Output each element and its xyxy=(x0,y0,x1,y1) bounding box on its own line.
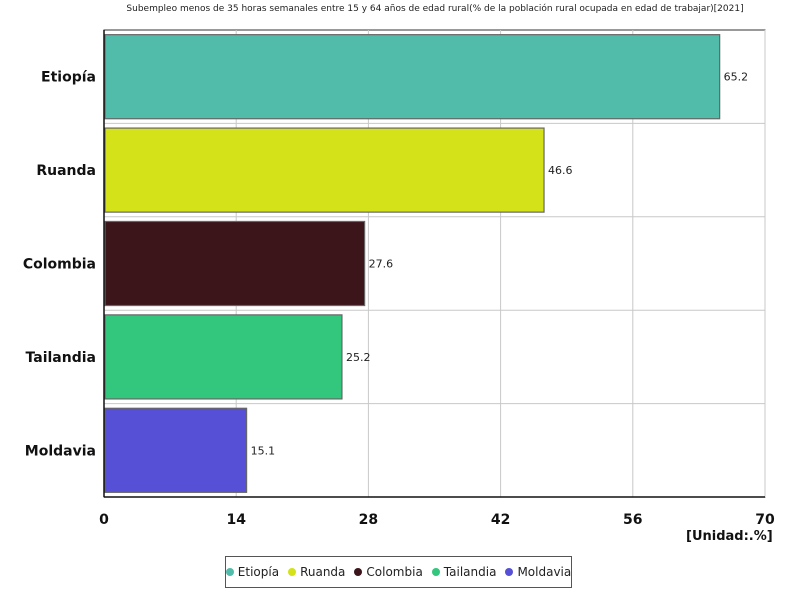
chart-title: Subempleo menos de 35 horas semanales en… xyxy=(126,4,744,14)
legend-marker xyxy=(225,568,234,576)
data-labels: 65.2 46.6 27.6 25.2 15.1 xyxy=(251,71,749,458)
legend-marker xyxy=(431,568,440,576)
legend-label: Etiopía xyxy=(237,565,280,579)
x-tick-label: 56 xyxy=(623,512,642,528)
data-label: 27.6 xyxy=(369,258,394,271)
legend-marker xyxy=(288,568,297,576)
data-label: 65.2 xyxy=(724,71,749,84)
category-label: Colombia xyxy=(23,257,96,273)
category-label: Ruanda xyxy=(36,163,96,179)
x-tick-labels: 0 14 28 42 56 70 xyxy=(99,512,775,528)
unit-label: [Unidad:.%] xyxy=(686,529,773,544)
bar[interactable] xyxy=(104,127,545,213)
legend-marker xyxy=(505,568,514,576)
category-label: Tailandia xyxy=(26,350,96,366)
category-labels: Etiopía Ruanda Colombia Tailandia Moldavia xyxy=(23,70,96,460)
bar[interactable] xyxy=(104,407,248,493)
x-tick-label: 28 xyxy=(359,512,378,528)
x-tick-label: 0 xyxy=(99,512,109,528)
bar[interactable] xyxy=(104,34,721,120)
data-label: 46.6 xyxy=(548,164,573,177)
legend-label: Ruanda xyxy=(300,565,346,579)
legend-label: Moldavia xyxy=(517,565,572,579)
legend: Etiopía Ruanda Colombia Tailandia Moldavia xyxy=(225,556,572,588)
legend-marker xyxy=(354,568,363,576)
legend-item[interactable]: Ruanda xyxy=(288,565,345,579)
bar[interactable] xyxy=(104,314,343,400)
x-tick-label: 42 xyxy=(491,512,510,528)
category-label: Moldavia xyxy=(25,443,96,459)
category-label: Etiopía xyxy=(41,70,96,86)
legend-label: Tailandia xyxy=(443,565,497,579)
bar[interactable] xyxy=(104,220,366,307)
data-label: 15.1 xyxy=(251,444,276,457)
x-tick-label: 14 xyxy=(226,512,246,528)
x-tick-label: 70 xyxy=(755,512,775,528)
legend-label: Colombia xyxy=(366,565,423,579)
legend-item[interactable]: Etiopía xyxy=(225,565,280,579)
legend-item[interactable]: Colombia xyxy=(354,565,423,579)
bars xyxy=(104,34,721,493)
data-label: 25.2 xyxy=(346,351,371,364)
legend-item[interactable]: Moldavia xyxy=(505,565,571,579)
legend-item[interactable]: Tailandia xyxy=(431,565,497,579)
